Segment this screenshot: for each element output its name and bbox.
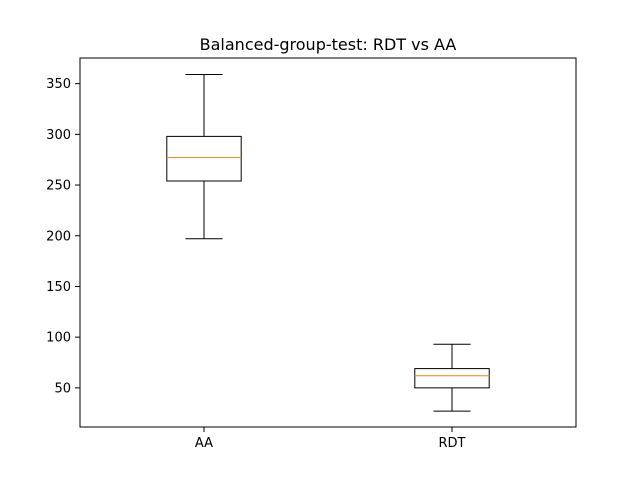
y-tick-label: 250 — [46, 179, 71, 194]
x-tick-label: AA — [195, 436, 213, 451]
plot-area: 50 100 150 200 250 300 350 AA RDT — [46, 74, 490, 451]
x-tick-label: RDT — [439, 436, 466, 451]
y-tick-label: 100 — [46, 331, 71, 346]
y-tick-label: 50 — [54, 381, 71, 396]
chart-title: Balanced-group-test: RDT vs AA — [200, 35, 457, 54]
box-rdt — [414, 368, 490, 389]
y-tick-label: 350 — [46, 77, 71, 92]
axes-frame — [79, 57, 577, 428]
y-tick-label: 150 — [46, 280, 71, 295]
y-tick-label: 200 — [46, 229, 71, 244]
box-aa — [166, 135, 242, 182]
y-tick-label: 300 — [46, 128, 71, 143]
